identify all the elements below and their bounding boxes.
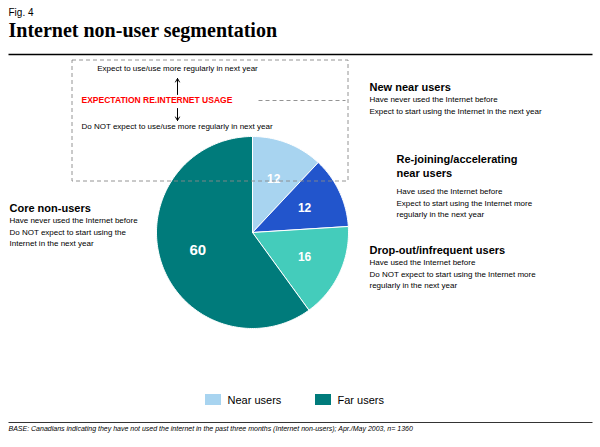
svg-text:Expect to use/use more regular: Expect to use/use more regularly in next… (97, 64, 258, 73)
svg-text:BASE: Canadians indicating the: BASE: Canadians indicating they have not… (9, 425, 413, 433)
svg-text:Near users: Near users (228, 394, 282, 406)
svg-text:16: 16 (298, 250, 312, 264)
svg-text:Do NOT expect to use/use more: Do NOT expect to use/use more regularly … (82, 122, 273, 131)
svg-text:Have never used the Internet b: Have never used the Internet beforeExpec… (370, 95, 542, 115)
svg-text:Re-joining/acceleratingnear us: Re-joining/acceleratingnear users (397, 153, 518, 179)
svg-text:Have used the Internet beforeD: Have used the Internet beforeDo NOT expe… (370, 258, 537, 289)
svg-text:60: 60 (189, 241, 206, 258)
svg-text:12: 12 (267, 172, 281, 186)
svg-text:Internet non-user segmentation: Internet non-user segmentation (9, 19, 278, 42)
svg-text:12: 12 (298, 201, 312, 215)
svg-text:Drop-out/infrequent users: Drop-out/infrequent users (370, 244, 506, 256)
svg-text:Far users: Far users (338, 394, 385, 406)
svg-text:Core non-users: Core non-users (10, 202, 91, 214)
svg-text:Have never used the Internet b: Have never used the Internet beforeDo NO… (10, 216, 139, 247)
svg-text:Fig. 4: Fig. 4 (9, 7, 34, 18)
svg-text:Have used the Internet beforeE: Have used the Internet beforeExpect to s… (397, 187, 533, 218)
svg-text:New near users: New near users (370, 81, 451, 93)
svg-text:EXPECTATION RE.INTERNET USAGE: EXPECTATION RE.INTERNET USAGE (82, 95, 233, 105)
